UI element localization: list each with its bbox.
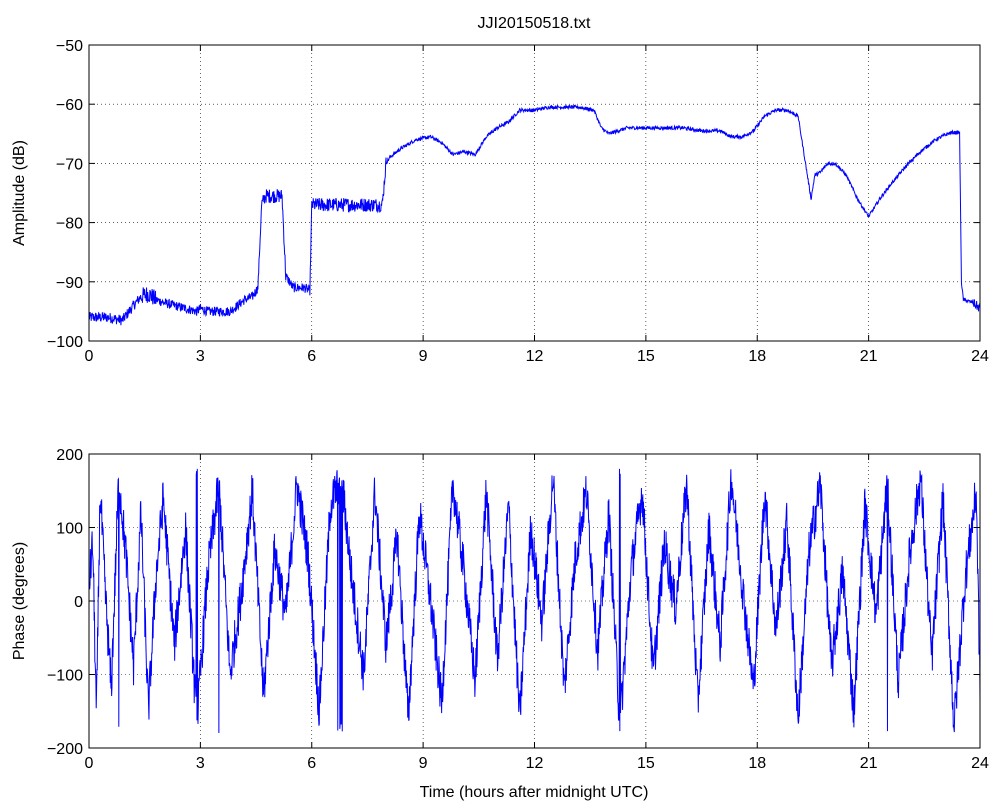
amplitude-y-tick-label: −80 [56,216,83,233]
phase-series-line [88,468,981,733]
phase-y-tick-label: 200 [56,447,83,464]
phase-y-tick-label: 100 [56,521,83,538]
amplitude-y-tick-label: −90 [56,275,83,292]
phase-grid [89,454,980,748]
amplitude-y-ticks: −50 −60 −70 −80 −90 −100 [47,38,980,351]
phase-x-tick-label: 18 [748,755,766,772]
phase-y-ticks: 200 100 0 −100 −200 [47,447,980,758]
phase-x-tick-label: 21 [860,755,878,772]
phase-x-ticks: 0 3 6 9 12 15 18 21 24 [85,454,989,772]
amplitude-x-tick-label: 3 [196,348,205,365]
amplitude-series-line [88,104,981,326]
amplitude-x-tick-label: 24 [971,348,989,365]
amplitude-x-ticks: 0 3 6 9 12 15 18 21 24 [85,45,989,365]
phase-x-tick-label: 9 [419,755,428,772]
phase-y-tick-label: 0 [74,594,83,611]
amplitude-y-tick-label: −70 [56,156,83,173]
amplitude-x-tick-label: 15 [637,348,655,365]
phase-y-tick-label: −100 [47,668,83,685]
phase-y-tick-label: −200 [47,741,83,758]
amplitude-axes: 0 3 6 9 12 15 18 21 24 −50 −60 −70 −80 −90 −100 JJI20… [11,15,989,365]
amplitude-x-tick-label: 9 [419,348,428,365]
amplitude-y-tick-label: −100 [47,334,83,351]
phase-x-tick-label: 3 [196,755,205,772]
amplitude-x-tick-label: 12 [526,348,544,365]
phase-x-tick-label: 0 [85,755,94,772]
amplitude-y-axis-label: Amplitude (dB) [11,140,28,246]
phase-x-tick-label: 24 [971,755,989,772]
amplitude-grid [89,45,980,341]
phase-x-tick-label: 12 [526,755,544,772]
phase-y-axis-label: Phase (degrees) [11,542,28,660]
amplitude-x-tick-label: 6 [307,348,316,365]
amplitude-x-tick-label: 0 [85,348,94,365]
phase-x-axis-label: Time (hours after midnight UTC) [420,784,649,801]
amplitude-y-tick-label: −60 [56,97,83,114]
phase-axes: 0 3 6 9 12 15 18 21 24 200 100 0 −100 −200 Time (hou… [11,447,989,801]
amplitude-x-tick-label: 21 [860,348,878,365]
amplitude-chart-title: JJI20150518.txt [478,15,592,32]
phase-x-tick-label: 15 [637,755,655,772]
amplitude-x-tick-label: 18 [748,348,766,365]
phase-x-tick-label: 6 [307,755,316,772]
amplitude-y-tick-label: −50 [56,38,83,55]
